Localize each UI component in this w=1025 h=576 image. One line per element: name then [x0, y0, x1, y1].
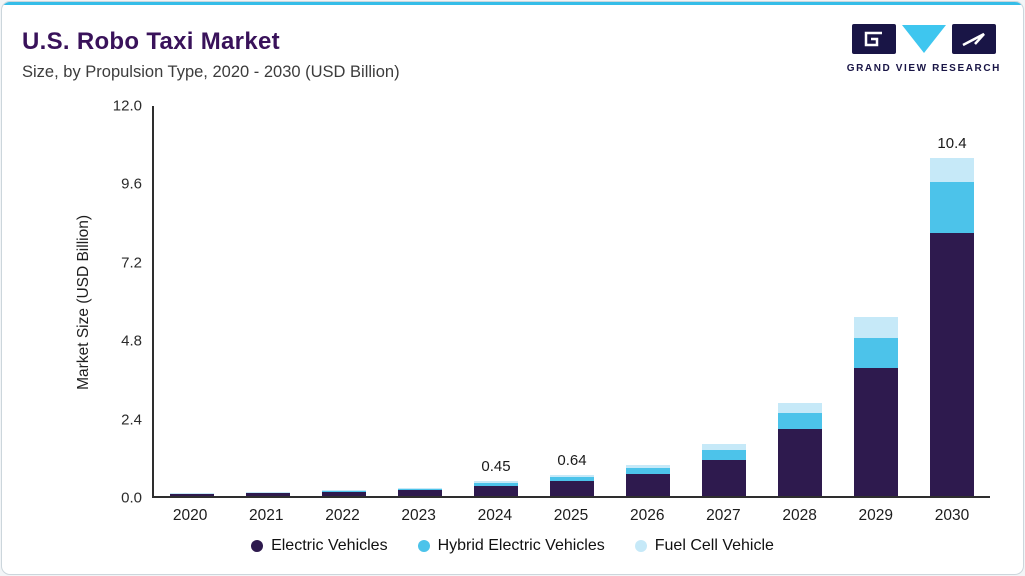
x-axis-label: 2027 [706, 507, 741, 524]
bar-segment-hybrid-electric-vehicles [170, 493, 214, 494]
x-axis-label: 2030 [934, 507, 970, 524]
bar-segment-hybrid-electric-vehicles [474, 482, 518, 486]
bar-group-2027 [686, 106, 762, 496]
chart-header: U.S. Robo Taxi Market Size, by Propulsio… [22, 28, 400, 82]
y-tick-label: 12.0 [112, 97, 142, 115]
bar-segment-electric-vehicles [474, 485, 518, 496]
x-axis-label: 2022 [325, 507, 360, 524]
bar-segment-electric-vehicles [246, 493, 290, 496]
page-subtitle: Size, by Propulsion Type, 2020 - 2030 (U… [22, 63, 400, 81]
x-axis-label: 2020 [172, 507, 208, 524]
legend-item: Fuel Cell Vehicle [634, 537, 774, 555]
bar-segment-electric-vehicles [170, 493, 214, 496]
legend-item: Hybrid Electric Vehicles [417, 537, 605, 555]
legend-item: Electric Vehicles [251, 537, 388, 555]
bar-segment-fuel-cell-vehicle [398, 487, 442, 489]
logo-icon [851, 24, 996, 54]
bar-group-2028 [762, 106, 838, 496]
page-title: U.S. Robo Taxi Market [22, 28, 280, 55]
bar-stack [398, 106, 442, 496]
bar-stack [626, 106, 670, 496]
bar-segment-electric-vehicles [854, 367, 898, 496]
legend: Electric Vehicles Hybrid Electric Vehicle… [2, 537, 1023, 555]
x-axis-label: 2029 [858, 507, 894, 524]
bar-group-2021 [230, 106, 306, 496]
legend-label: Fuel Cell Vehicle [654, 537, 774, 554]
bar-segment-hybrid-electric-vehicles [322, 491, 366, 493]
bar-segment-hybrid-electric-vehicles [854, 338, 898, 368]
bar-group-2030: 10.4 [914, 106, 990, 496]
grand-view-research-logo: GRAND VIEW RESEARCH [847, 24, 1001, 74]
bar-group-2025: 0.64 [534, 106, 610, 496]
legend-marker [251, 540, 264, 552]
y-axis-ticks: 0.0 2.4 4.8 7.2 9.6 12.0 [96, 98, 142, 507]
bar-segment-hybrid-electric-vehicles [702, 449, 746, 461]
bar-stack [322, 106, 366, 496]
y-tick-label: 2.4 [121, 411, 142, 429]
bar-value-label: 0.64 [557, 452, 587, 470]
y-tick-label: 4.8 [121, 332, 142, 350]
legend-marker [417, 540, 430, 552]
bar-segment-hybrid-electric-vehicles [778, 413, 822, 430]
bar-stack: 10.4 [930, 106, 974, 496]
bar-group-2026 [610, 106, 686, 496]
bar-segment-electric-vehicles [322, 492, 366, 496]
bar-stack [778, 106, 822, 496]
legend-marker [634, 540, 647, 552]
bar-stack [170, 106, 214, 496]
bar-segment-hybrid-electric-vehicles [930, 182, 974, 233]
bar-segment-fuel-cell-vehicle [854, 317, 898, 339]
bar-group-2022 [306, 106, 382, 496]
bar-stack [854, 106, 898, 496]
bar-segment-fuel-cell-vehicle [322, 490, 366, 492]
bar-segment-hybrid-electric-vehicles [626, 468, 670, 475]
bar-segment-hybrid-electric-vehicles [550, 477, 594, 482]
bar-segment-fuel-cell-vehicle [930, 158, 974, 183]
bar-segment-electric-vehicles [930, 232, 974, 496]
bar-stack: 0.64 [550, 106, 594, 496]
x-axis-label: 2028 [782, 507, 817, 524]
bar-segment-fuel-cell-vehicle [702, 444, 746, 450]
bar-segment-hybrid-electric-vehicles [246, 492, 290, 494]
bar-value-label: 10.4 [937, 135, 967, 153]
bar-segment-fuel-cell-vehicle [550, 475, 594, 478]
bar-segment-hybrid-electric-vehicles [398, 488, 442, 491]
bar-segment-electric-vehicles [550, 481, 594, 496]
y-tick-label: 0.0 [121, 489, 142, 507]
x-axis-label: 2025 [553, 507, 589, 524]
y-axis-title-text: Market Size (USD Billion) [75, 214, 92, 390]
plot-area: 0.45 0.64 10.4 [152, 106, 990, 498]
logo-text: GRAND VIEW RESEARCH [846, 63, 1001, 74]
bar-segment-fuel-cell-vehicle [778, 403, 822, 414]
legend-label: Electric Vehicles [271, 537, 388, 554]
legend-label: Hybrid Electric Vehicles [437, 537, 605, 554]
bar-segment-fuel-cell-vehicle [626, 465, 670, 469]
y-axis-title: Market Size (USD Billion) [72, 106, 96, 498]
y-tick-label: 7.2 [121, 254, 142, 272]
bar-stack [246, 106, 290, 496]
bar-segment-electric-vehicles [398, 490, 442, 496]
bar-segment-electric-vehicles [778, 429, 822, 496]
bar-segment-electric-vehicles [702, 460, 746, 496]
bar-segment-electric-vehicles [626, 474, 670, 496]
bar-segment-fuel-cell-vehicle [474, 481, 518, 483]
x-axis-label: 2023 [401, 507, 436, 524]
bar-group-2029 [838, 106, 914, 496]
bar-group-2024: 0.45 [458, 106, 534, 496]
bar-value-label: 0.45 [481, 458, 511, 476]
chart-area: Market Size (USD Billion) 0.0 2.4 4.8 7.2 9.… [75, 98, 990, 524]
bar-group-2020 [154, 106, 230, 496]
x-axis-label: 2026 [629, 507, 665, 524]
bar-group-2023 [382, 106, 458, 496]
y-tick-label: 9.6 [121, 175, 142, 193]
x-axis-labels: 2020 2021 2022 2023 2024 2025 2026 2027 2028 2029… [152, 507, 990, 525]
bar-stack: 0.45 [474, 106, 518, 496]
top-accent-bar [2, 2, 1023, 5]
x-axis-label: 2024 [477, 507, 513, 524]
bar-stack [702, 106, 746, 496]
x-axis-label: 2021 [249, 507, 284, 524]
